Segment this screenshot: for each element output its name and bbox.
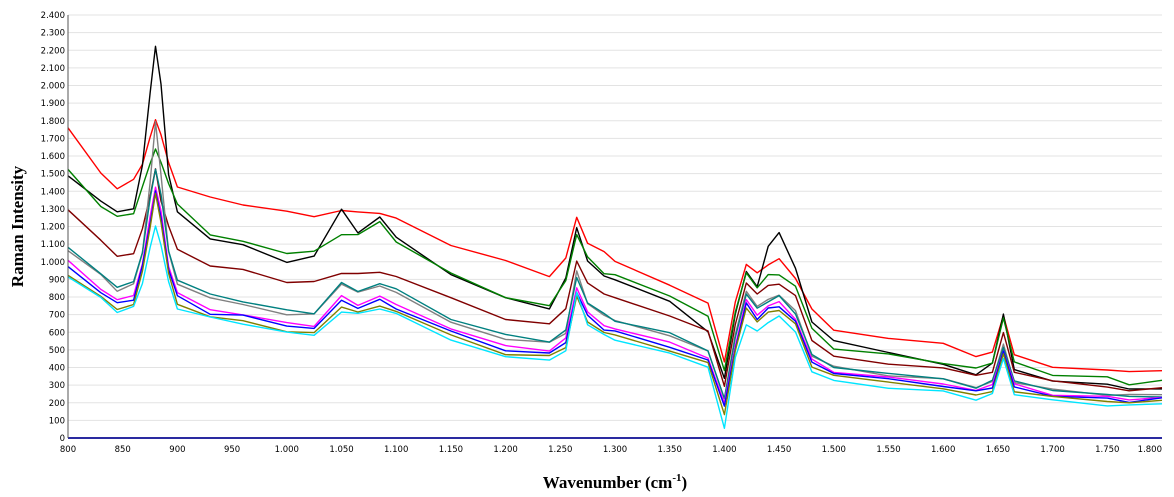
x-tick-label: 1.150 — [439, 445, 463, 455]
y-tick-label: 2.300 — [41, 29, 65, 39]
y-tick-label: 0 — [60, 434, 65, 444]
y-tick-label: 200 — [49, 399, 65, 409]
y-tick-label: 1.500 — [41, 170, 65, 180]
series-line — [67, 148, 1163, 386]
x-tick-labels: 800 850 900 950 1.000 1.050 1.100 1.150 1.200 1.2… — [60, 445, 1162, 455]
axes — [67, 15, 1162, 439]
x-tick-label: 1.000 — [275, 445, 299, 455]
y-axis-title: Raman Intensity — [8, 165, 27, 287]
y-tick-label: 1.900 — [41, 99, 65, 109]
series-line — [67, 121, 1163, 400]
x-tick-label: 1.250 — [548, 445, 572, 455]
x-tick-label: 1.450 — [767, 445, 791, 455]
x-tick-label: 1.200 — [493, 445, 517, 455]
y-tick-label: 2.400 — [41, 11, 65, 21]
grid-lines — [68, 14, 1162, 421]
y-tick-labels: 0 100 200 300 400 500 600 700 800 900 1.000 1.100 1.… — [41, 11, 65, 444]
x-axis-title-main: Wavenumber (cm — [543, 473, 673, 492]
y-tick-label: 1.300 — [41, 205, 65, 215]
series-line — [67, 168, 1163, 400]
y-tick-label: 100 — [49, 416, 65, 426]
y-tick-label: 900 — [49, 275, 65, 285]
series-line — [67, 168, 1163, 392]
x-tick-label: 900 — [169, 445, 185, 455]
y-tick-label: 1.600 — [41, 152, 65, 162]
x-axis-title-end: ) — [682, 473, 688, 492]
x-tick-label: 850 — [115, 445, 131, 455]
x-tick-label: 800 — [60, 445, 76, 455]
y-tick-label: 1.800 — [41, 117, 65, 127]
y-tick-label: 600 — [49, 328, 65, 338]
x-axis-title-superscript: -1 — [672, 472, 681, 484]
series-line — [67, 45, 1163, 390]
x-tick-label: 1.800 — [1138, 445, 1162, 455]
y-tick-label: 800 — [49, 293, 65, 303]
y-tick-label: 1.700 — [41, 134, 65, 144]
x-tick-label: 1.650 — [986, 445, 1010, 455]
x-tick-label: 1.600 — [931, 445, 955, 455]
y-tick-label: 300 — [49, 381, 65, 391]
x-tick-label: 1.300 — [603, 445, 627, 455]
y-tick-label: 2.000 — [41, 82, 65, 92]
y-tick-label: 1.100 — [41, 240, 65, 250]
x-tick-label: 1.100 — [384, 445, 408, 455]
y-tick-label: 1.000 — [41, 258, 65, 268]
y-tick-label: 700 — [49, 311, 65, 321]
y-tick-label: 2.100 — [41, 64, 65, 74]
x-tick-label: 950 — [224, 445, 240, 455]
x-axis-title: Wavenumber (cm-1) — [543, 472, 687, 492]
series-line — [67, 119, 1163, 373]
series-lines — [67, 45, 1163, 429]
x-tick-label: 1.750 — [1095, 445, 1119, 455]
y-tick-label: 1.200 — [41, 223, 65, 233]
y-tick-label: 500 — [49, 346, 65, 356]
x-tick-label: 1.550 — [876, 445, 900, 455]
series-line — [67, 192, 1163, 416]
y-tick-label: 1.400 — [41, 187, 65, 197]
y-tick-label: 400 — [49, 364, 65, 374]
x-tick-label: 1.050 — [329, 445, 353, 455]
x-tick-label: 1.500 — [822, 445, 846, 455]
y-tick-label: 2.200 — [41, 46, 65, 56]
x-tick-label: 1.350 — [658, 445, 682, 455]
x-tick-label: 1.700 — [1040, 445, 1064, 455]
x-tick-label: 1.400 — [712, 445, 736, 455]
series-line — [67, 225, 1163, 429]
